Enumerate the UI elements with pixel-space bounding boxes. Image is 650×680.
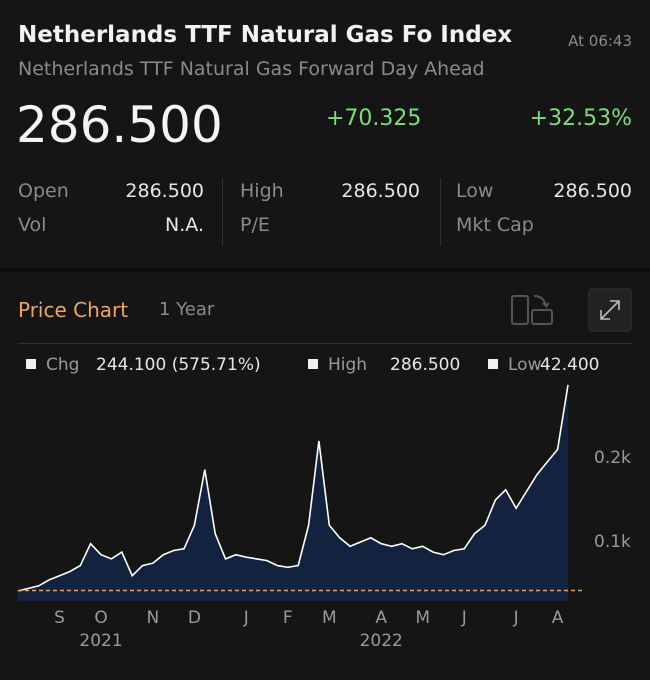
line xyxy=(17,384,569,592)
y-tick-label: 0.1k xyxy=(594,532,631,552)
chart: Chg 244.100 (575.71%) High 286.500 Low42.400… xyxy=(17,355,631,651)
stat-label: High xyxy=(240,180,284,202)
legend-name: Chg xyxy=(46,355,79,375)
year-label: 2022 xyxy=(360,631,403,651)
x-tick-label: O xyxy=(94,608,107,628)
x-tick-label: F xyxy=(283,608,293,628)
x-tick-label: M xyxy=(415,608,430,628)
x-tick-label: J xyxy=(513,608,519,628)
x-tick-label: D xyxy=(188,608,201,628)
legend-value: 286.500 xyxy=(390,355,460,375)
x-tick-label: A xyxy=(552,608,564,628)
title: Netherlands TTF Natural Gas Fo Index xyxy=(18,22,513,48)
expand-button[interactable] xyxy=(588,288,632,332)
legend-value: 42.400 xyxy=(540,355,599,375)
range[interactable]: 1 Year xyxy=(159,299,215,320)
legend-value: 244.100 (575.71%) xyxy=(96,355,261,375)
chart-panel-title: Price Chart xyxy=(18,298,129,322)
subtitle: Netherlands TTF Natural Gas Forward Day … xyxy=(18,58,485,80)
change: +70.325 xyxy=(326,106,422,131)
separator xyxy=(18,343,632,344)
divider xyxy=(222,178,223,246)
legend-swatch xyxy=(308,359,318,369)
legend-name: Low xyxy=(508,355,542,375)
stat-value: 286.500 xyxy=(341,180,420,202)
stat-label: Low xyxy=(456,180,494,202)
area xyxy=(18,384,568,601)
legend-name: High xyxy=(328,355,367,375)
legend-swatch xyxy=(26,359,36,369)
stat-label: Open xyxy=(18,180,69,202)
legend-swatch xyxy=(488,359,498,369)
stat-label: Mkt Cap xyxy=(456,214,534,236)
x-tick-label: A xyxy=(375,608,387,628)
time: At 06:43 xyxy=(568,32,632,50)
x-tick-label: N xyxy=(147,608,160,628)
divider xyxy=(440,178,441,246)
rotate-icon[interactable] xyxy=(506,290,556,330)
stat-value: 286.500 xyxy=(553,180,632,202)
stat-label: Vol xyxy=(18,214,47,236)
x-tick-label: J xyxy=(461,608,467,628)
x-tick-label: M xyxy=(322,608,337,628)
stat-label: P/E xyxy=(240,214,270,236)
x-tick-label: J xyxy=(243,608,249,628)
price: 286.500 xyxy=(16,96,223,154)
stat-value: 286.500 xyxy=(125,180,204,202)
y-tick-label: 0.2k xyxy=(594,448,631,468)
separator xyxy=(0,268,650,272)
x-tick-label: S xyxy=(54,608,65,628)
year-label: 2021 xyxy=(79,631,122,651)
change-pct: +32.53% xyxy=(529,106,632,131)
stat-value: N.A. xyxy=(165,214,204,236)
